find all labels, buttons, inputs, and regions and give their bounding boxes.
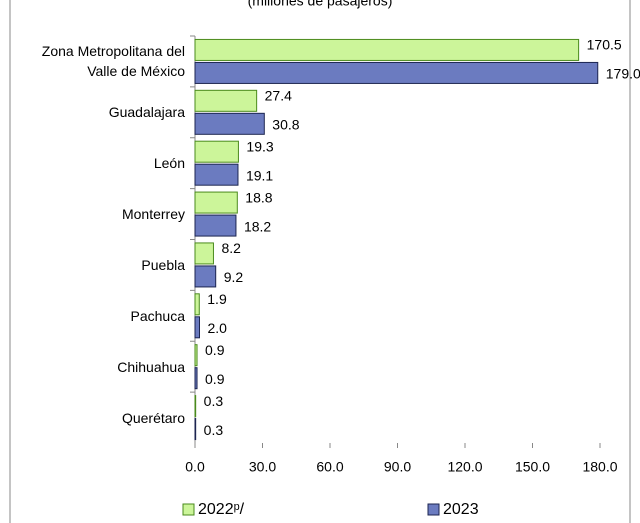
bar: [194, 316, 200, 339]
legend-swatch: [427, 503, 440, 516]
bar: [194, 395, 197, 418]
x-tick-label: 120.0: [447, 459, 482, 475]
bar: [194, 140, 239, 163]
value-label: 27.4: [265, 88, 292, 104]
category-label: Puebla: [141, 256, 185, 273]
value-label: 1.9: [207, 291, 227, 307]
legend-swatch: [182, 503, 195, 516]
bar: [194, 265, 217, 288]
value-label: 30.8: [272, 117, 299, 133]
bar: [194, 344, 198, 367]
x-tick-label: 30.0: [249, 459, 276, 475]
bar: [194, 89, 258, 112]
bar: [194, 191, 238, 214]
value-label: 19.1: [246, 167, 273, 183]
category-label: Querétaro: [121, 409, 185, 426]
legend-label: 2023: [443, 501, 479, 518]
chart-frame: [9, 0, 631, 523]
category-label: Pachuca: [130, 307, 185, 324]
category-label: Zona Metropolitana del Valle de México: [41, 43, 185, 80]
value-label: 0.3: [204, 422, 224, 438]
bar: [194, 163, 239, 186]
value-label: 0.3: [204, 393, 224, 409]
category-label: Chihuahua: [117, 358, 185, 375]
x-tick-label: 0.0: [185, 459, 205, 475]
value-label: 8.2: [221, 240, 241, 256]
value-label: 170.5: [587, 37, 622, 53]
value-label: 0.9: [205, 371, 225, 387]
legend-label: 2022ᵖ/: [198, 501, 245, 518]
category-label: Guadalajara: [108, 104, 185, 121]
value-label: 18.8: [245, 189, 272, 205]
value-label: 9.2: [224, 269, 244, 285]
value-label: 2.0: [208, 320, 228, 336]
bar: [194, 38, 580, 61]
chart-subtitle: (millones de pasajeros): [248, 0, 393, 9]
bar: [194, 214, 237, 237]
value-label: 18.2: [244, 218, 271, 234]
x-tick-label: 150.0: [515, 459, 550, 475]
value-label: 0.9: [205, 342, 225, 358]
category-label: León: [153, 155, 185, 172]
x-tick-label: 90.0: [384, 459, 411, 475]
bar: [194, 61, 599, 84]
value-label: 19.3: [246, 138, 273, 154]
value-label: 179.0: [606, 66, 640, 82]
bar: [194, 242, 214, 265]
category-label: Monterrey: [121, 206, 185, 223]
bar: [194, 418, 197, 441]
bar: [194, 367, 198, 390]
x-tick-label: 180.0: [582, 459, 617, 475]
bar: [194, 293, 200, 316]
x-tick-label: 60.0: [316, 459, 343, 475]
bar: [194, 112, 265, 135]
